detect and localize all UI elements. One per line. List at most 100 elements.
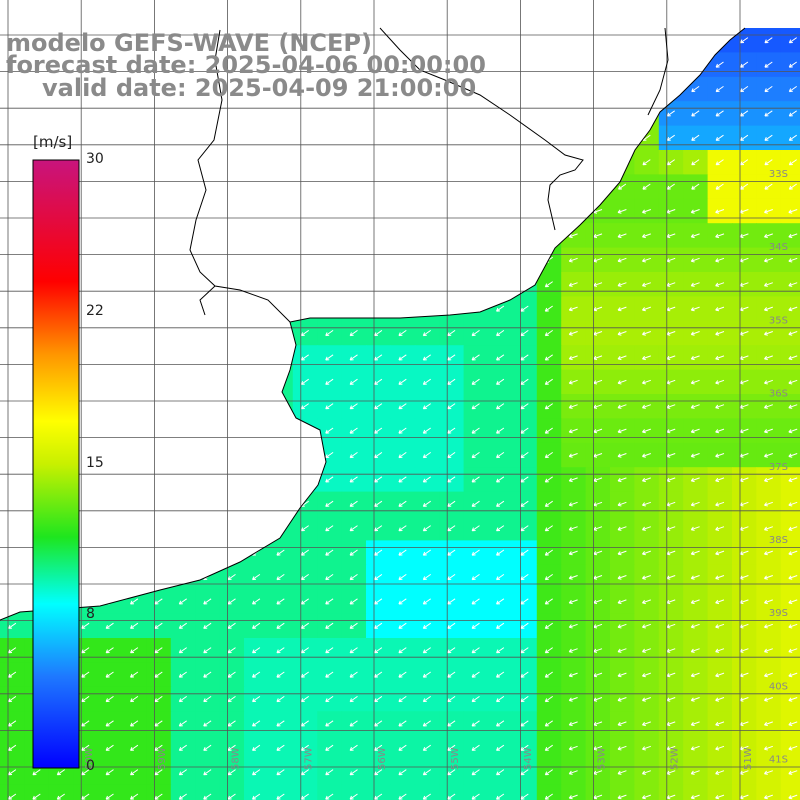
sea-cell: [488, 272, 513, 297]
wind-arrow: [154, 451, 163, 459]
wind-arrow: [178, 305, 187, 312]
wind-arrow: [81, 403, 90, 410]
wind-arrow: [690, 575, 700, 580]
sea-cell: [219, 272, 245, 297]
wind-arrow: [252, 110, 261, 117]
sea-cell: [24, 784, 50, 800]
lon-label: 57W: [304, 747, 315, 770]
wind-arrow: [422, 110, 431, 117]
wind-arrow: [617, 209, 627, 214]
wind-arrow: [593, 134, 602, 141]
wind-arrow: [105, 281, 114, 288]
wind-arrow: [252, 451, 261, 459]
wind-arrow: [178, 720, 187, 727]
wind-arrow: [715, 599, 725, 605]
wind-arrow: [496, 281, 505, 288]
wind-arrow: [374, 207, 383, 215]
wind-arrow: [349, 622, 358, 629]
wind-arrow: [764, 721, 773, 727]
wind-arrow: [300, 549, 309, 556]
sea-cell: [219, 418, 245, 444]
wind-arrow: [374, 647, 383, 654]
sea-cell: [707, 784, 733, 800]
sea-cell: [0, 272, 25, 297]
wind-arrow: [349, 598, 358, 605]
sea-cell: [146, 345, 172, 371]
wind-arrow: [227, 110, 236, 117]
wind-arrow: [252, 256, 261, 263]
wind-arrow: [398, 378, 407, 385]
sea-cell: [390, 223, 416, 249]
lat-label: 37S: [769, 462, 788, 473]
wind-arrow: [520, 647, 529, 654]
wind-arrow: [8, 500, 17, 507]
wind-arrow: [422, 427, 431, 434]
wind-arrow: [666, 110, 675, 117]
wind-arrow: [520, 183, 529, 190]
wind-arrow: [32, 793, 41, 800]
sea-cell: [0, 516, 25, 541]
wind-arrow: [447, 134, 456, 141]
wind-arrow: [349, 573, 358, 581]
sea-cell: [97, 198, 123, 224]
wind-arrow: [203, 281, 212, 288]
sea-cell: [536, 125, 562, 151]
wind-arrow: [227, 769, 236, 776]
wind-arrow: [105, 622, 114, 629]
wind-arrow: [496, 793, 505, 800]
sea-cell: [317, 784, 343, 800]
sea-cell: [292, 442, 318, 468]
sea-cell: [97, 491, 123, 517]
wind-arrow: [276, 134, 285, 141]
sea-cell: [414, 784, 440, 800]
wind-arrow: [447, 549, 456, 556]
sea-cell: [97, 223, 123, 249]
wind-arrow: [690, 306, 700, 312]
wind-arrow: [666, 37, 675, 44]
wind-arrow: [398, 573, 407, 581]
wind-arrow: [325, 622, 334, 629]
wind-arrow: [398, 159, 407, 166]
sea-cell: [146, 272, 172, 297]
sea-cell: [0, 491, 25, 517]
wind-arrow: [544, 159, 553, 166]
wind-arrow: [81, 500, 90, 507]
sea-cell: [0, 101, 25, 127]
wind-arrow: [374, 671, 383, 678]
wind-arrow: [374, 329, 383, 337]
sea-cell: [268, 320, 294, 346]
wind-arrow: [544, 695, 553, 703]
wind-arrow: [276, 451, 285, 459]
wind-arrow: [105, 647, 114, 654]
sea-cell: [195, 394, 221, 419]
wind-arrow: [398, 207, 407, 215]
sea-cell: [561, 76, 587, 102]
wind-arrow: [374, 110, 383, 117]
sea-cell: [146, 101, 172, 127]
sea-cell: [244, 101, 269, 127]
sea-cell: [146, 125, 172, 151]
wind-arrow: [666, 85, 675, 93]
wind-arrow: [325, 647, 334, 654]
wind-arrow: [154, 647, 163, 654]
wind-arrow: [276, 378, 285, 385]
wind-arrow: [203, 232, 212, 239]
wind-arrow: [422, 476, 431, 483]
wind-arrow: [690, 453, 700, 458]
sea-cell: [439, 174, 465, 200]
wind-arrow: [690, 282, 700, 287]
wind-arrow: [203, 427, 212, 434]
wind-arrow: [325, 134, 334, 141]
sea-cell: [170, 198, 196, 224]
wind-arrow: [227, 281, 236, 288]
wind-arrow: [617, 599, 627, 605]
wind-arrow: [642, 575, 651, 580]
sea-cell: [170, 345, 196, 371]
wind-arrow: [447, 427, 456, 434]
wind-arrow: [568, 599, 578, 605]
wind-arrow: [276, 769, 285, 776]
wind-arrow: [690, 257, 700, 263]
wind-arrow: [398, 500, 407, 507]
wind-arrow: [81, 744, 90, 751]
wind-arrow: [471, 793, 480, 800]
